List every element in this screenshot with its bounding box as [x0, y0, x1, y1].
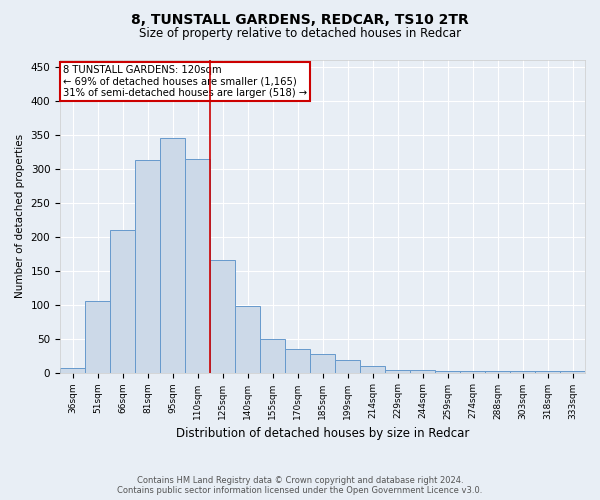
Text: Contains HM Land Registry data © Crown copyright and database right 2024.
Contai: Contains HM Land Registry data © Crown c… — [118, 476, 482, 495]
Bar — [60, 368, 85, 372]
Bar — [210, 260, 235, 372]
Bar — [535, 371, 560, 372]
Bar — [385, 370, 410, 372]
Bar — [135, 160, 160, 372]
Bar — [310, 354, 335, 372]
X-axis label: Distribution of detached houses by size in Redcar: Distribution of detached houses by size … — [176, 427, 469, 440]
Bar — [460, 371, 485, 372]
Bar — [85, 301, 110, 372]
Bar — [185, 158, 210, 372]
Y-axis label: Number of detached properties: Number of detached properties — [15, 134, 25, 298]
Text: 8 TUNSTALL GARDENS: 120sqm
← 69% of detached houses are smaller (1,165)
31% of s: 8 TUNSTALL GARDENS: 120sqm ← 69% of deta… — [62, 64, 307, 98]
Bar — [110, 230, 135, 372]
Bar — [435, 371, 460, 372]
Bar — [335, 360, 360, 372]
Bar — [410, 370, 435, 372]
Bar — [485, 371, 510, 372]
Bar — [235, 306, 260, 372]
Text: Size of property relative to detached houses in Redcar: Size of property relative to detached ho… — [139, 28, 461, 40]
Bar — [360, 366, 385, 372]
Bar — [260, 338, 285, 372]
Bar — [560, 371, 585, 372]
Bar — [160, 138, 185, 372]
Bar — [285, 349, 310, 372]
Text: 8, TUNSTALL GARDENS, REDCAR, TS10 2TR: 8, TUNSTALL GARDENS, REDCAR, TS10 2TR — [131, 12, 469, 26]
Bar — [510, 371, 535, 372]
